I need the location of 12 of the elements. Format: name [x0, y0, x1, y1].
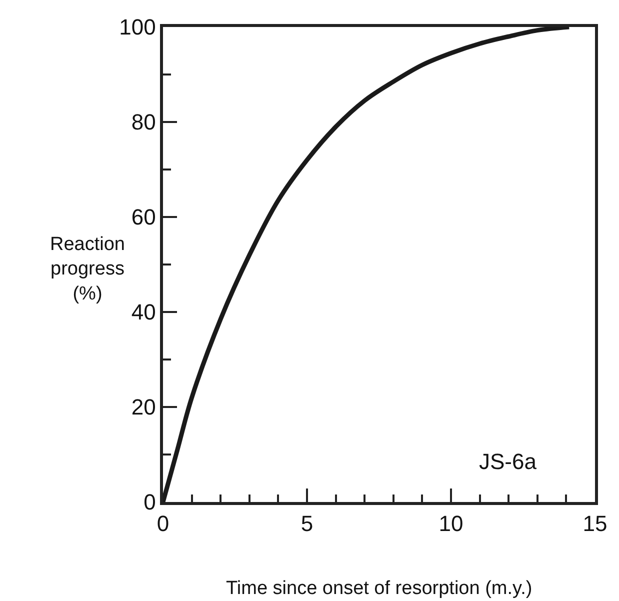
y-tick-label: 0 — [144, 490, 156, 515]
y-tick-label: 60 — [131, 204, 156, 230]
y-tick-label: 80 — [131, 110, 156, 135]
y-axis-title: Reaction progress (%) — [50, 234, 125, 304]
x-axis-title: Time since onset of resorption (m.y.) — [226, 578, 532, 599]
x-tick-label: 5 — [300, 511, 314, 536]
x-tick-label: 10 — [438, 511, 464, 536]
y-tick-label: 40 — [131, 300, 156, 325]
y-tick-label: 20 — [131, 394, 156, 420]
y-tick-label: 100 — [119, 14, 156, 40]
annotation: JS-6a — [479, 449, 538, 474]
x-tick-label: 15 — [582, 511, 608, 536]
